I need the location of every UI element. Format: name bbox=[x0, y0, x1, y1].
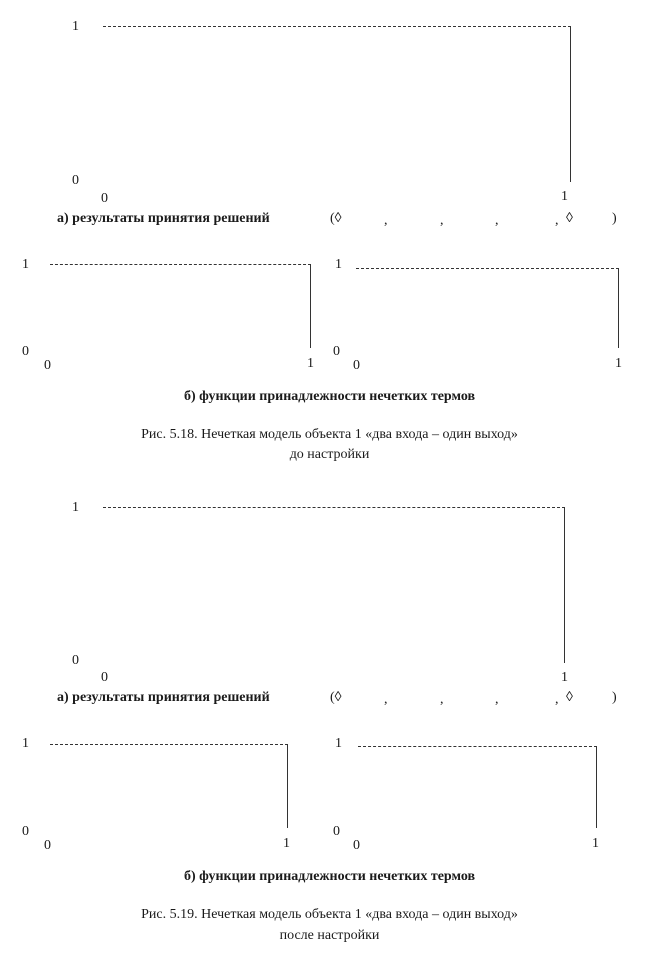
top-plot-edge bbox=[570, 26, 571, 182]
top-plot-line bbox=[103, 507, 565, 508]
top-plot-line bbox=[103, 26, 571, 27]
y-min-label: 0 bbox=[72, 653, 79, 668]
tuple-last-symbol: ◊ bbox=[566, 211, 573, 226]
x-end-label: 1 bbox=[561, 189, 568, 204]
right-plot-line bbox=[356, 268, 619, 269]
right-plot-line bbox=[358, 746, 597, 747]
left-plot-line bbox=[50, 744, 288, 745]
x-end-label: 1 bbox=[283, 836, 290, 851]
y-min-label: 0 bbox=[333, 344, 340, 359]
y-max-label: 1 bbox=[72, 500, 79, 515]
figure-caption-line1: Рис. 5.18. Нечеткая модель объекта 1 «дв… bbox=[141, 427, 518, 442]
x-origin-label: 0 bbox=[44, 838, 51, 853]
x-origin-label: 0 bbox=[101, 191, 108, 206]
top-plot-edge bbox=[564, 507, 565, 663]
x-origin-label: 0 bbox=[101, 670, 108, 685]
x-end-label: 1 bbox=[561, 670, 568, 685]
tuple-comma: , bbox=[440, 692, 444, 707]
y-min-label: 0 bbox=[333, 824, 340, 839]
right-plot-edge bbox=[596, 746, 597, 828]
x-end-label: 1 bbox=[307, 356, 314, 371]
right-plot-edge bbox=[618, 268, 619, 348]
membership-functions-caption: б) функции принадлежности нечетких термо… bbox=[183, 869, 476, 884]
decision-caption-prefix: а) результаты принятия решений bbox=[57, 690, 270, 705]
tuple-comma: , bbox=[555, 692, 559, 707]
left-plot-line bbox=[50, 264, 311, 265]
tuple-last-symbol: ◊ bbox=[566, 690, 573, 705]
tuple-open: (◊ bbox=[330, 211, 342, 226]
y-max-label: 1 bbox=[22, 736, 29, 751]
decision-caption-prefix: а) результаты принятия решений bbox=[57, 211, 270, 226]
figure-caption-line1: Рис. 5.19. Нечеткая модель объекта 1 «дв… bbox=[141, 907, 518, 922]
membership-functions-caption: б) функции принадлежности нечетких термо… bbox=[183, 389, 476, 404]
x-origin-label: 0 bbox=[353, 358, 360, 373]
tuple-close: ) bbox=[612, 690, 617, 705]
y-min-label: 0 bbox=[22, 824, 29, 839]
tuple-comma: , bbox=[440, 213, 444, 228]
x-end-label: 1 bbox=[615, 356, 622, 371]
tuple-comma: , bbox=[555, 213, 559, 228]
tuple-comma: , bbox=[495, 692, 499, 707]
x-origin-label: 0 bbox=[44, 358, 51, 373]
tuple-close: ) bbox=[612, 211, 617, 226]
y-max-label: 1 bbox=[72, 19, 79, 34]
x-origin-label: 0 bbox=[353, 838, 360, 853]
tuple-comma: , bbox=[495, 213, 499, 228]
figure-caption-line2: после настройки bbox=[279, 928, 380, 943]
figure-caption-line2: до настройки bbox=[289, 447, 370, 462]
y-max-label: 1 bbox=[335, 736, 342, 751]
y-min-label: 0 bbox=[22, 344, 29, 359]
tuple-open: (◊ bbox=[330, 690, 342, 705]
tuple-comma: , bbox=[384, 692, 388, 707]
y-max-label: 1 bbox=[335, 257, 342, 272]
x-end-label: 1 bbox=[592, 836, 599, 851]
y-max-label: 1 bbox=[22, 257, 29, 272]
y-min-label: 0 bbox=[72, 173, 79, 188]
left-plot-edge bbox=[287, 744, 288, 828]
tuple-comma: , bbox=[384, 213, 388, 228]
left-plot-edge bbox=[310, 264, 311, 348]
